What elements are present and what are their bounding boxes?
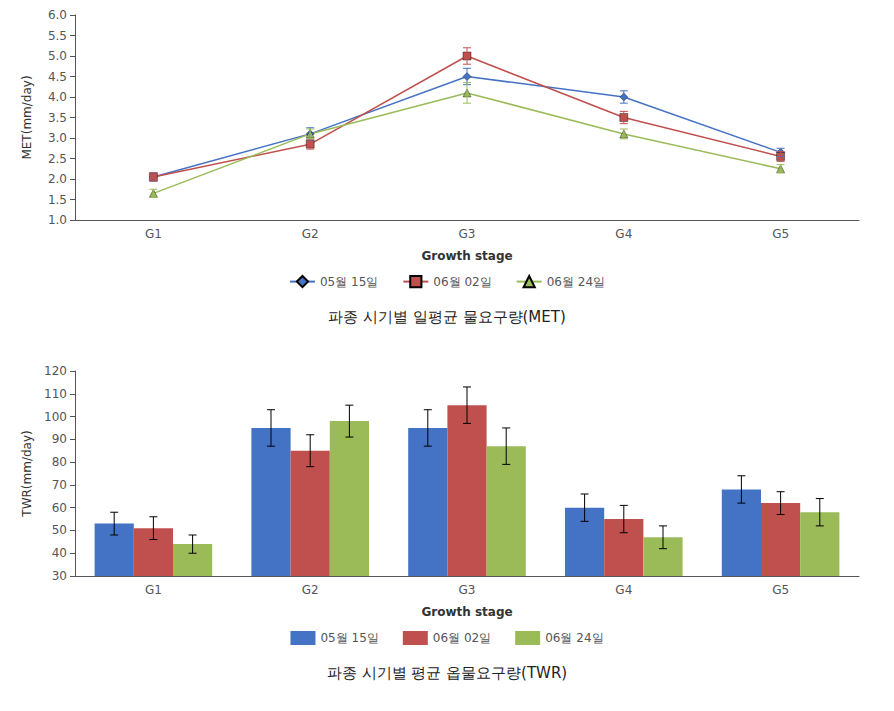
svg-text:G4: G4 — [615, 583, 632, 597]
svg-text:1.0: 1.0 — [48, 213, 67, 227]
svg-text:70: 70 — [52, 478, 67, 492]
svg-text:5.5: 5.5 — [48, 29, 67, 43]
svg-text:5.0: 5.0 — [48, 49, 67, 63]
svg-text:3.5: 3.5 — [48, 111, 67, 125]
svg-text:05월 15일: 05월 15일 — [320, 275, 378, 289]
svg-text:1.5: 1.5 — [48, 193, 67, 207]
svg-text:TWR(mm/day): TWR(mm/day) — [20, 430, 34, 517]
svg-text:G1: G1 — [145, 227, 162, 241]
svg-text:80: 80 — [52, 455, 67, 469]
svg-text:2.5: 2.5 — [48, 152, 67, 166]
svg-text:G5: G5 — [772, 227, 789, 241]
svg-text:3.0: 3.0 — [48, 131, 67, 145]
svg-text:06월 24일: 06월 24일 — [545, 631, 603, 645]
svg-text:G3: G3 — [459, 583, 476, 597]
svg-text:G2: G2 — [302, 227, 319, 241]
svg-text:110: 110 — [44, 387, 67, 401]
svg-text:2.0: 2.0 — [48, 172, 67, 186]
svg-text:MET(mm/day): MET(mm/day) — [20, 75, 34, 159]
svg-text:G1: G1 — [145, 583, 162, 597]
svg-text:6.0: 6.0 — [48, 8, 67, 22]
svg-text:06월 02일: 06월 02일 — [433, 631, 491, 645]
svg-text:G5: G5 — [772, 583, 789, 597]
svg-text:05월 15일: 05월 15일 — [320, 631, 378, 645]
svg-text:G2: G2 — [302, 583, 319, 597]
svg-text:90: 90 — [52, 432, 67, 446]
svg-text:G3: G3 — [459, 227, 476, 241]
svg-text:40: 40 — [52, 546, 67, 560]
svg-text:60: 60 — [52, 501, 67, 515]
svg-text:파종 시기별 평균 옵물요구량(TWR): 파종 시기별 평균 옵물요구량(TWR) — [327, 664, 567, 682]
svg-text:파종 시기별 일평균 물요구량(MET): 파종 시기별 일평균 물요구량(MET) — [328, 308, 566, 326]
svg-text:Growth stage: Growth stage — [421, 249, 512, 263]
svg-text:30: 30 — [52, 569, 67, 583]
svg-text:4.5: 4.5 — [48, 70, 67, 84]
svg-text:Growth stage: Growth stage — [421, 605, 512, 619]
svg-text:06월 24일: 06월 24일 — [547, 275, 605, 289]
svg-text:100: 100 — [44, 410, 67, 424]
svg-text:120: 120 — [44, 364, 67, 378]
svg-text:4.0: 4.0 — [48, 90, 67, 104]
svg-text:50: 50 — [52, 523, 67, 537]
svg-text:06월 02일: 06월 02일 — [433, 275, 491, 289]
svg-text:G4: G4 — [615, 227, 632, 241]
